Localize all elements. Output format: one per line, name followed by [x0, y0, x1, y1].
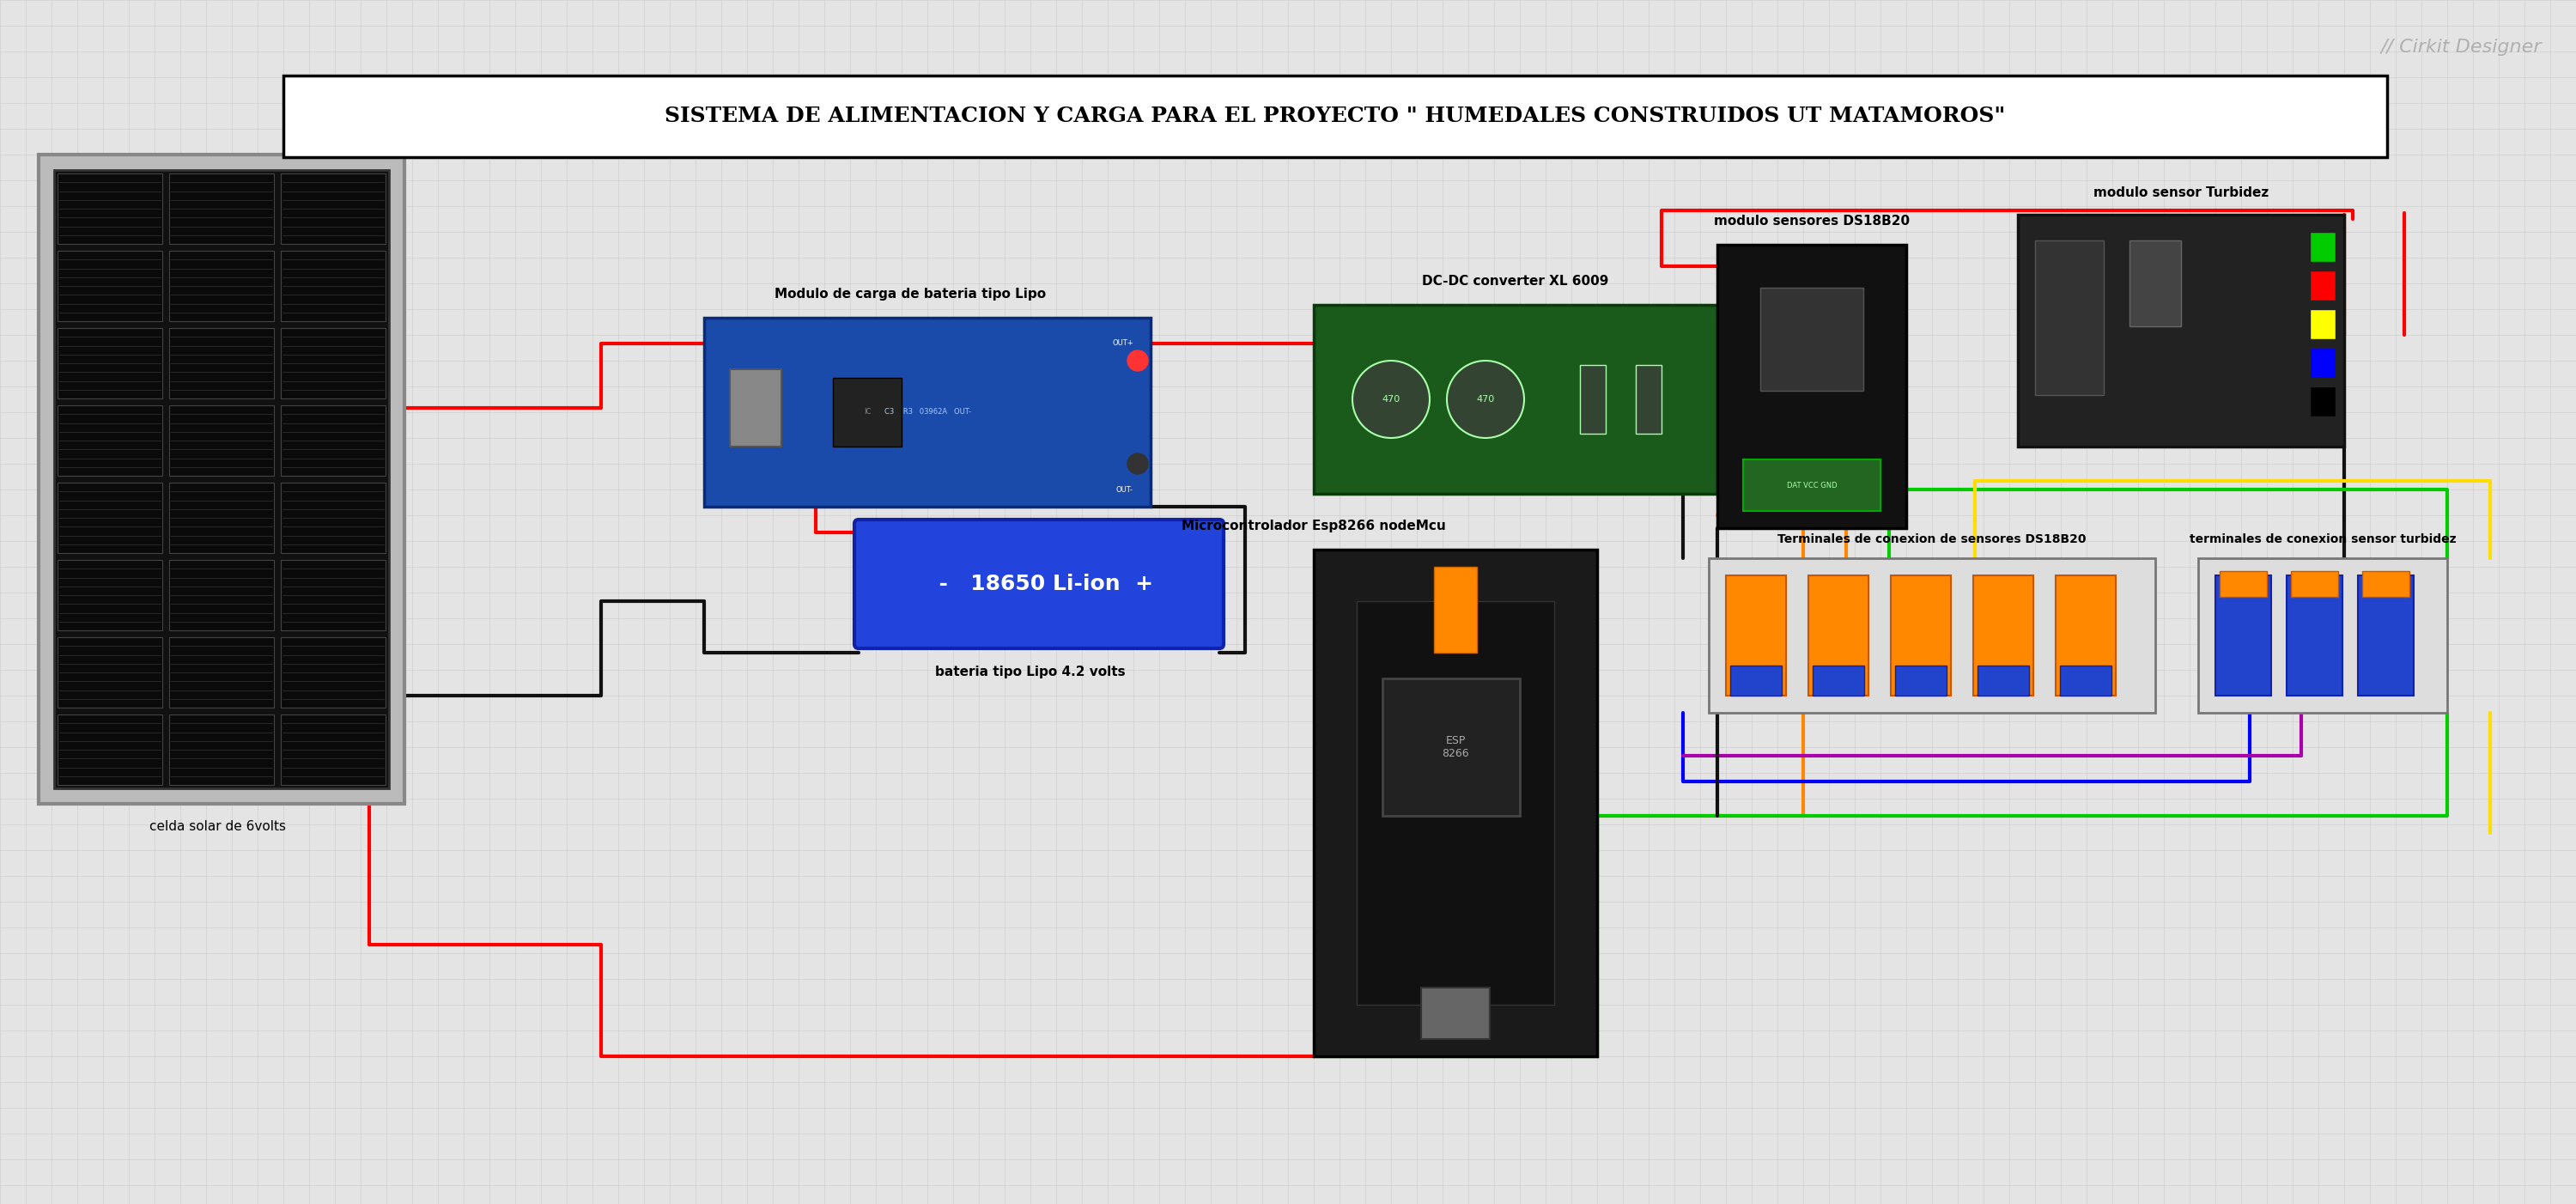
- Bar: [170, 714, 273, 785]
- Bar: [281, 483, 386, 553]
- Bar: [1978, 666, 2030, 696]
- Bar: [1759, 288, 1862, 391]
- Text: SISTEMA DE ALIMENTACION Y CARGA PARA EL PROYECTO " HUMEDALES CONSTRUIDOS UT MATA: SISTEMA DE ALIMENTACION Y CARGA PARA EL …: [665, 106, 2007, 126]
- Bar: [832, 378, 902, 447]
- Bar: [1579, 365, 1605, 433]
- Bar: [2017, 214, 2344, 447]
- FancyBboxPatch shape: [855, 520, 1224, 649]
- Bar: [1314, 305, 1718, 494]
- Bar: [2290, 571, 2339, 597]
- Bar: [2035, 241, 2105, 395]
- Text: IC: IC: [863, 408, 871, 417]
- Text: modulo sensor Turbidez: modulo sensor Turbidez: [2094, 187, 2269, 199]
- Bar: [281, 560, 386, 631]
- Bar: [281, 250, 386, 321]
- Bar: [1314, 549, 1597, 1056]
- Text: bateria tipo Lipo 4.2 volts: bateria tipo Lipo 4.2 volts: [935, 666, 1126, 678]
- Bar: [703, 318, 1151, 507]
- Bar: [1708, 559, 2156, 713]
- Text: -   18650 Li-ion  +: - 18650 Li-ion +: [925, 573, 1154, 595]
- Bar: [170, 483, 273, 553]
- Bar: [281, 173, 386, 244]
- Bar: [2215, 576, 2272, 696]
- Bar: [2056, 576, 2115, 696]
- Bar: [54, 170, 389, 789]
- Bar: [281, 714, 386, 785]
- Bar: [170, 560, 273, 631]
- Bar: [729, 370, 781, 447]
- Text: OUT-: OUT-: [1115, 486, 1133, 494]
- Bar: [170, 637, 273, 708]
- Text: C3    R3   03962A   OUT-: C3 R3 03962A OUT-: [884, 408, 971, 417]
- Text: terminales de conexion sensor turbidez: terminales de conexion sensor turbidez: [2190, 533, 2455, 545]
- Bar: [1814, 666, 1865, 696]
- Bar: [57, 250, 162, 321]
- Bar: [1358, 601, 1553, 1005]
- Bar: [2197, 559, 2447, 713]
- Bar: [1896, 666, 1947, 696]
- Circle shape: [1128, 454, 1149, 474]
- Bar: [2311, 232, 2336, 262]
- Bar: [2311, 309, 2336, 340]
- Bar: [57, 637, 162, 708]
- Text: Terminales de conexion de sensores DS18B20: Terminales de conexion de sensores DS18B…: [1777, 533, 2087, 545]
- Bar: [57, 483, 162, 553]
- Circle shape: [1352, 361, 1430, 438]
- Bar: [283, 76, 2388, 158]
- Bar: [57, 560, 162, 631]
- Circle shape: [1448, 361, 1525, 438]
- Bar: [1718, 244, 1906, 529]
- Bar: [281, 327, 386, 399]
- Bar: [281, 637, 386, 708]
- Bar: [1383, 678, 1520, 816]
- Bar: [2311, 386, 2336, 417]
- Text: DAT VCC GND: DAT VCC GND: [1788, 482, 1837, 489]
- Bar: [1636, 365, 1662, 433]
- Text: celda solar de 6volts: celda solar de 6volts: [149, 820, 286, 833]
- Bar: [57, 173, 162, 244]
- Bar: [2311, 271, 2336, 301]
- Bar: [2287, 576, 2342, 696]
- Bar: [2061, 666, 2112, 696]
- Bar: [1891, 576, 1950, 696]
- Bar: [1973, 576, 2032, 696]
- Bar: [2357, 576, 2414, 696]
- Bar: [2130, 241, 2182, 326]
- Bar: [281, 406, 386, 476]
- Bar: [1422, 987, 1489, 1039]
- Bar: [2311, 348, 2336, 378]
- Text: ESP
8266: ESP 8266: [1443, 736, 1468, 760]
- Bar: [57, 327, 162, 399]
- Bar: [1435, 567, 1476, 653]
- Bar: [170, 327, 273, 399]
- Bar: [2221, 571, 2267, 597]
- Circle shape: [1128, 350, 1149, 371]
- Text: OUT+: OUT+: [1113, 340, 1133, 347]
- Bar: [57, 406, 162, 476]
- Text: 470: 470: [1476, 395, 1494, 403]
- Bar: [39, 154, 404, 804]
- Bar: [170, 173, 273, 244]
- Bar: [2362, 571, 2409, 597]
- Text: modulo sensores DS18B20: modulo sensores DS18B20: [1713, 214, 1909, 228]
- Bar: [170, 250, 273, 321]
- Bar: [1726, 576, 1785, 696]
- Bar: [170, 406, 273, 476]
- Text: 470: 470: [1381, 395, 1401, 403]
- Text: Microcontrolador Esp8266 nodeMcu: Microcontrolador Esp8266 nodeMcu: [1182, 520, 1445, 532]
- Bar: [57, 714, 162, 785]
- Bar: [1808, 576, 1868, 696]
- Bar: [1744, 460, 1880, 510]
- Bar: [1731, 666, 1783, 696]
- Text: DC-DC converter XL 6009: DC-DC converter XL 6009: [1422, 275, 1610, 288]
- Text: // Cirkit Designer: // Cirkit Designer: [2380, 39, 2543, 55]
- Text: Modulo de carga de bateria tipo Lipo: Modulo de carga de bateria tipo Lipo: [775, 288, 1046, 301]
